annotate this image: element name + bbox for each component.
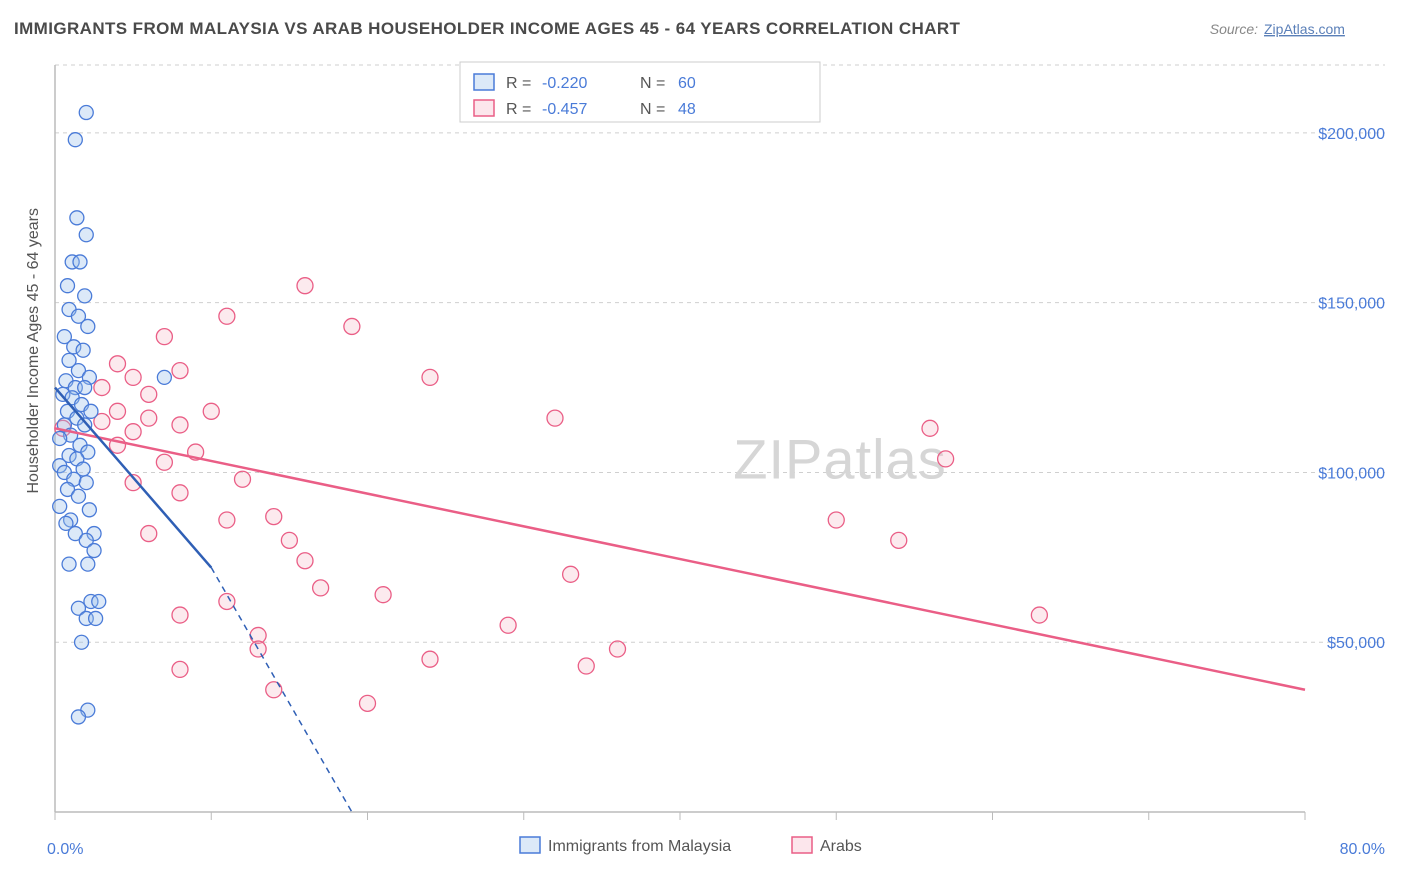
- data-point: [141, 410, 157, 426]
- data-point: [71, 489, 85, 503]
- data-point: [422, 369, 438, 385]
- source-label: Source:: [1210, 21, 1258, 37]
- data-point: [84, 404, 98, 418]
- data-point: [281, 532, 297, 548]
- legend-chip: [474, 100, 494, 116]
- data-point: [266, 682, 282, 698]
- y-tick-label: $200,000: [1318, 126, 1385, 143]
- y-tick-label: $100,000: [1318, 465, 1385, 482]
- data-point: [313, 580, 329, 596]
- data-point: [141, 526, 157, 542]
- legend-chip: [792, 837, 812, 853]
- data-point: [125, 369, 141, 385]
- data-point: [94, 380, 110, 396]
- legend-chip: [474, 74, 494, 90]
- legend-n-label: N =: [640, 101, 665, 118]
- legend-n-value: 48: [678, 101, 696, 118]
- legend-r-value: -0.457: [542, 101, 587, 118]
- data-point: [219, 512, 235, 528]
- data-point: [68, 133, 82, 147]
- data-point: [172, 661, 188, 677]
- data-point: [71, 710, 85, 724]
- data-point: [500, 617, 516, 633]
- data-point: [938, 451, 954, 467]
- data-point: [219, 308, 235, 324]
- data-point: [76, 343, 90, 357]
- data-point: [82, 503, 96, 517]
- data-point: [828, 512, 844, 528]
- data-point: [78, 289, 92, 303]
- legend-series-label: Immigrants from Malaysia: [548, 838, 731, 855]
- legend-r-label: R =: [506, 75, 531, 92]
- data-point: [250, 641, 266, 657]
- x-right-label: 80.0%: [1340, 841, 1385, 858]
- watermark: ZIPatlas: [733, 428, 946, 491]
- data-point: [81, 319, 95, 333]
- data-point: [422, 651, 438, 667]
- data-point: [81, 557, 95, 571]
- series-arabs: [55, 278, 1048, 712]
- data-point: [156, 329, 172, 345]
- data-point: [266, 509, 282, 525]
- data-point: [375, 587, 391, 603]
- data-point: [547, 410, 563, 426]
- data-point: [891, 532, 907, 548]
- data-point: [172, 485, 188, 501]
- correlation-chart: IMMIGRANTS FROM MALAYSIA VS ARAB HOUSEHO…: [0, 0, 1406, 892]
- data-point: [125, 424, 141, 440]
- legend-n-value: 60: [678, 75, 696, 92]
- data-point: [62, 557, 76, 571]
- data-point: [563, 566, 579, 582]
- y-axis-label: Householder Income Ages 45 - 64 years: [25, 208, 42, 494]
- data-point: [219, 593, 235, 609]
- data-point: [110, 356, 126, 372]
- data-point: [89, 611, 103, 625]
- data-point: [578, 658, 594, 674]
- data-point: [156, 454, 172, 470]
- source-link[interactable]: ZipAtlas.com: [1264, 21, 1345, 37]
- data-point: [110, 403, 126, 419]
- legend-n-label: N =: [640, 75, 665, 92]
- data-point: [53, 432, 67, 446]
- legend-chip: [520, 837, 540, 853]
- data-point: [75, 635, 89, 649]
- data-point: [172, 417, 188, 433]
- data-point: [235, 471, 251, 487]
- data-point: [297, 278, 313, 294]
- data-point: [92, 594, 106, 608]
- data-point: [344, 318, 360, 334]
- data-point: [53, 499, 67, 513]
- data-point: [610, 641, 626, 657]
- legend-series-label: Arabs: [820, 838, 862, 855]
- data-point: [79, 228, 93, 242]
- x-left-label: 0.0%: [47, 841, 83, 858]
- data-point: [79, 476, 93, 490]
- data-point: [297, 553, 313, 569]
- data-point: [79, 106, 93, 120]
- data-point: [141, 386, 157, 402]
- trendline-arabs: [55, 428, 1305, 689]
- chart-title: IMMIGRANTS FROM MALAYSIA VS ARAB HOUSEHO…: [14, 19, 961, 38]
- data-point: [172, 607, 188, 623]
- data-point: [70, 211, 84, 225]
- data-point: [1031, 607, 1047, 623]
- data-point: [360, 695, 376, 711]
- legend-r-label: R =: [506, 101, 531, 118]
- data-point: [73, 255, 87, 269]
- y-tick-label: $150,000: [1318, 296, 1385, 313]
- data-point: [922, 420, 938, 436]
- data-point: [78, 381, 92, 395]
- data-point: [61, 279, 75, 293]
- data-point: [87, 544, 101, 558]
- data-point: [203, 403, 219, 419]
- data-point: [157, 370, 171, 384]
- legend-r-value: -0.220: [542, 75, 587, 92]
- y-tick-label: $50,000: [1327, 635, 1385, 652]
- data-point: [172, 363, 188, 379]
